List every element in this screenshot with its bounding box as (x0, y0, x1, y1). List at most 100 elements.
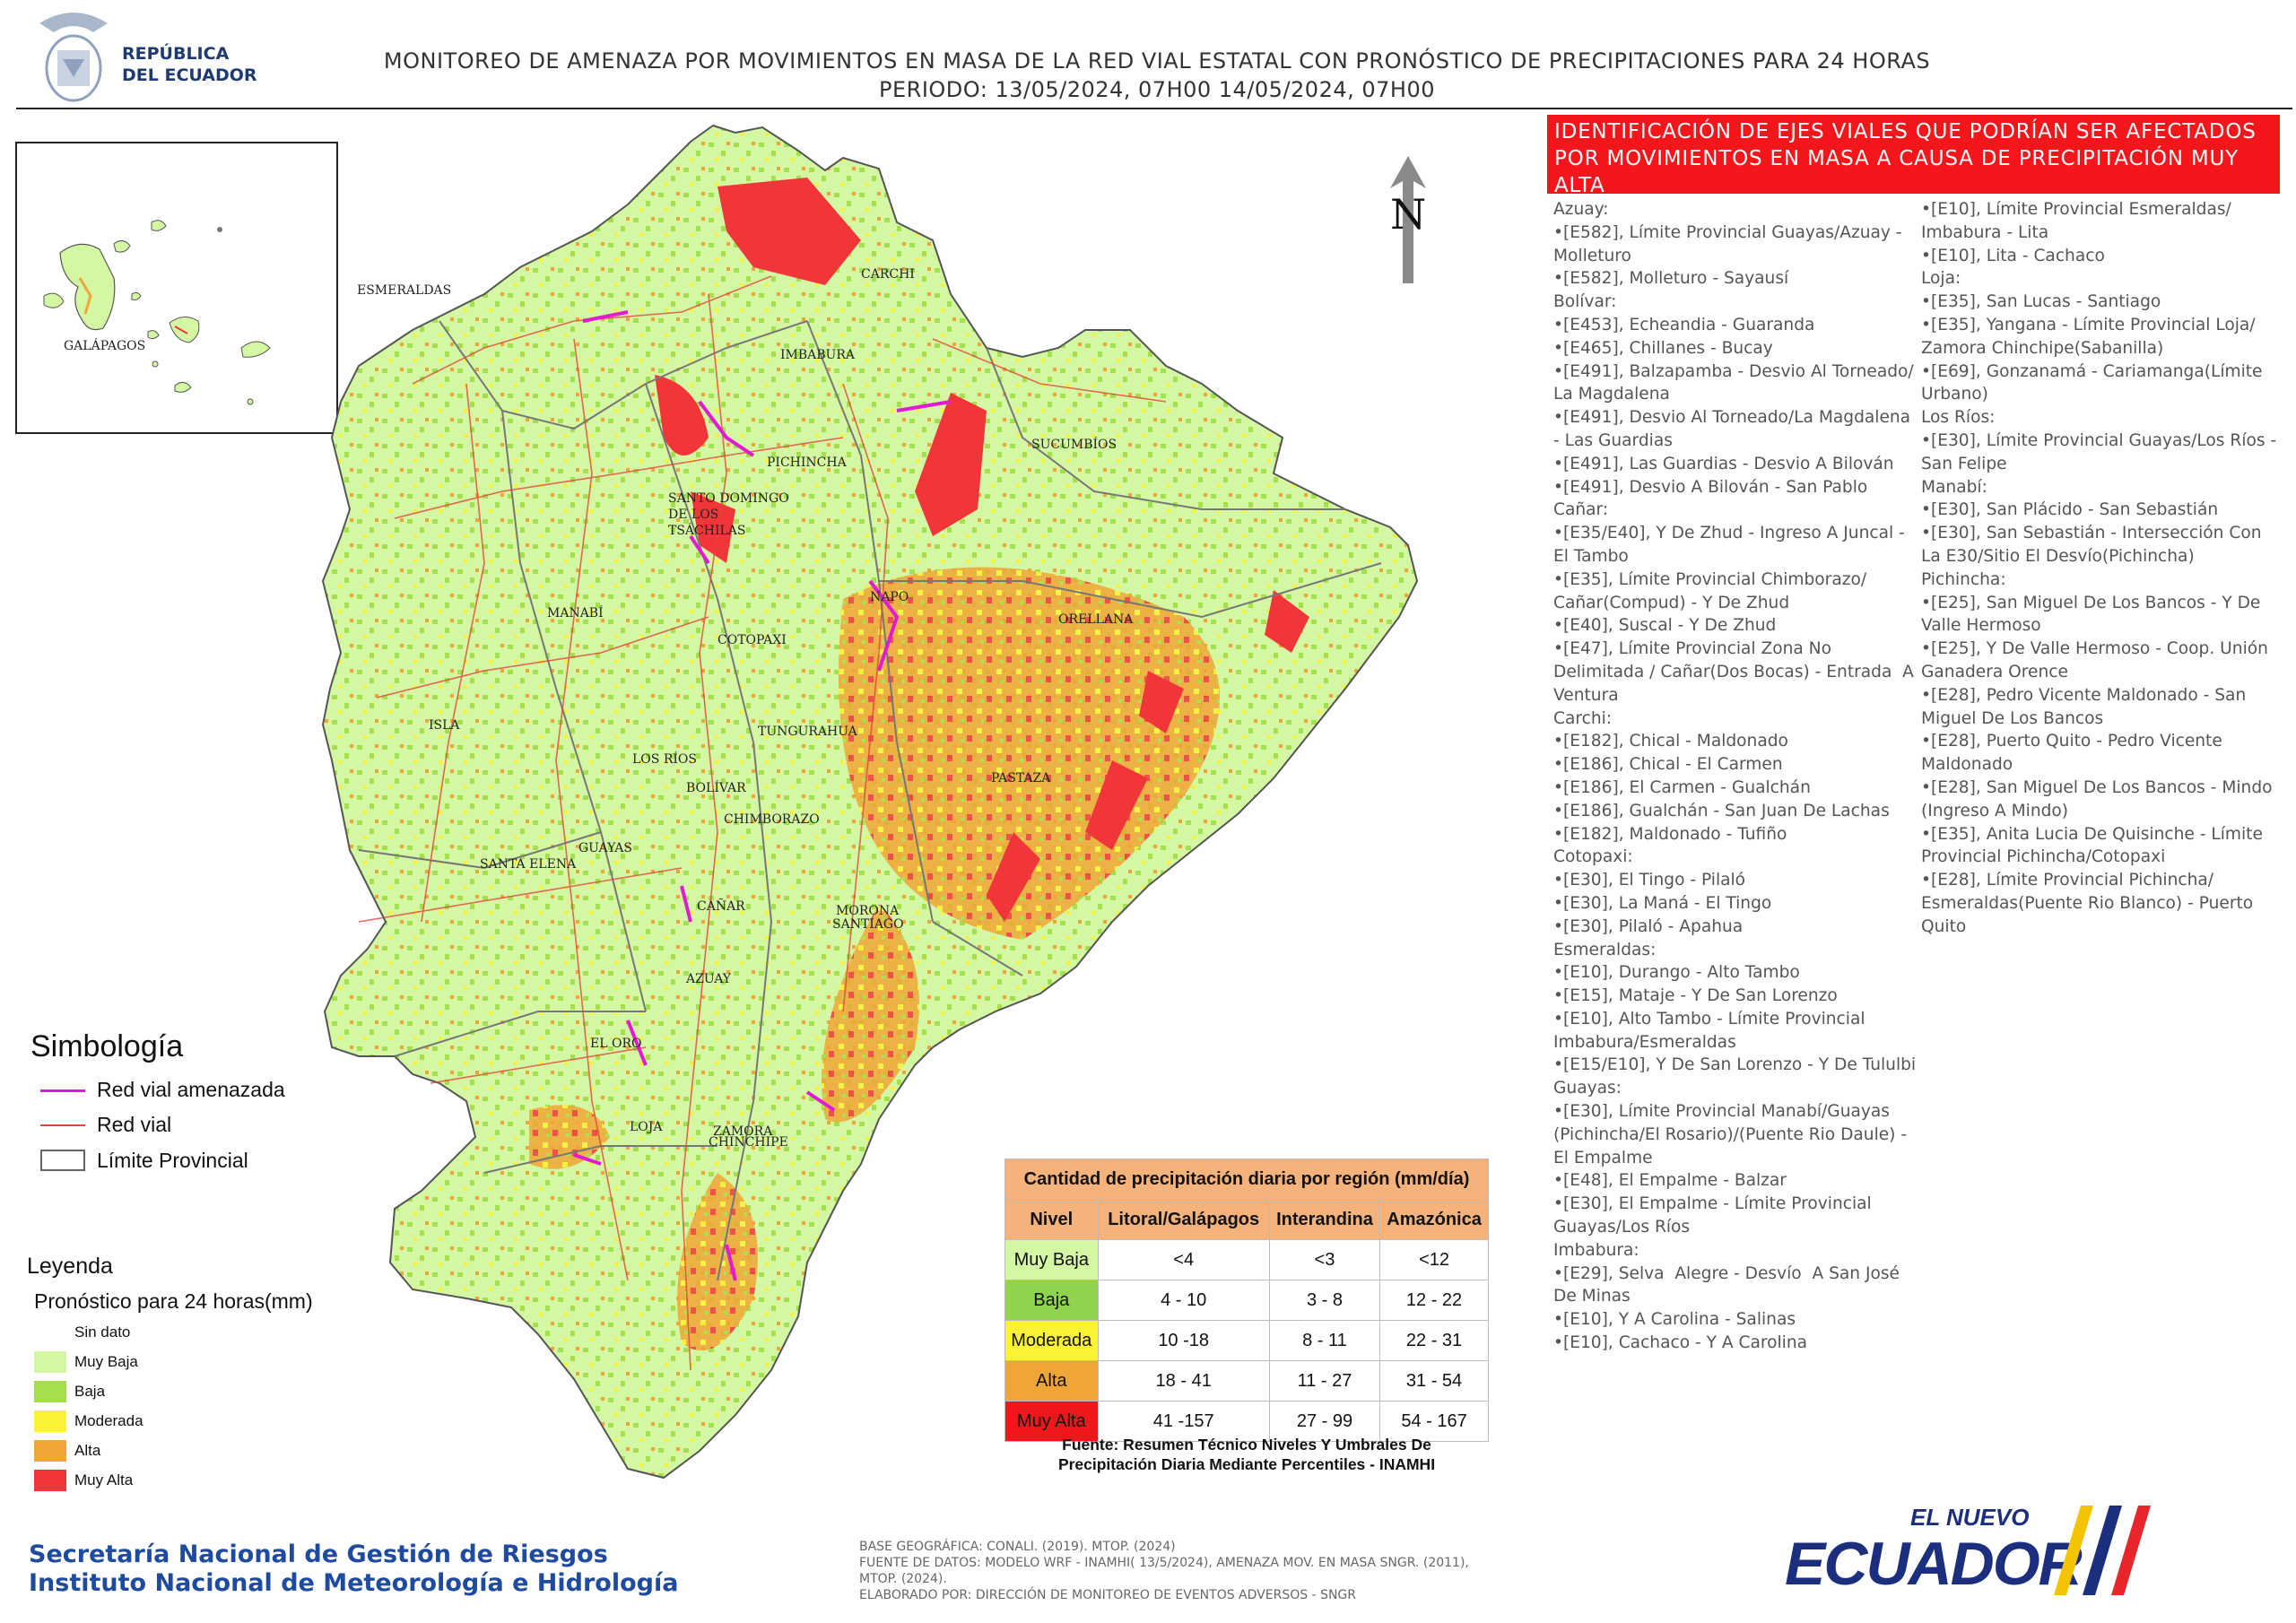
road-list-line: Imbabura/Esmeraldas (1553, 1032, 1736, 1052)
road-list-line: •[E582], Límite Provincial Guayas/Azuay … (1553, 222, 1902, 242)
road-list-line: Carchi: (1553, 708, 1613, 728)
label-azuay: AZUAY (685, 972, 732, 986)
table-level-cell: Alta (1004, 1360, 1099, 1402)
label-chimborazo: CHIMBORAZO (724, 812, 820, 827)
organization-names: Secretaría Nacional de Gestión de Riesgo… (29, 1541, 678, 1598)
credits-line-3: MTOP. (2024). (859, 1572, 947, 1586)
label-cotopaxi: COTOPAXI (718, 633, 787, 647)
legend-class-label: Muy Baja (74, 1353, 138, 1370)
table-value-cell: 4 - 10 (1097, 1280, 1270, 1321)
road-list-line: Los Ríos: (1921, 408, 1996, 428)
road-list-line: - Las Guardias (1553, 430, 1673, 450)
road-list-line: Provincial Pichincha/Cotopaxi (1921, 847, 2166, 867)
road-list-line: Esmeraldas(Puente Rio Blanco) - Puerto (1921, 893, 2254, 913)
road-list-line: •[E29], Selva Alegre - Desvío A San José (1553, 1263, 1900, 1283)
label-santa-elena: SANTA ELENA (480, 857, 577, 872)
road-list-line: De Minas (1553, 1287, 1631, 1306)
road-list-line: Cañar: (1553, 500, 1609, 520)
road-list-line: •[E10], Cachaco - Y A Carolina (1553, 1333, 1808, 1353)
map-title: MONITOREO DE AMENAZA POR MOVIMIENTOS EN … (377, 47, 1937, 104)
label-tungurahua: TUNGURAHUA (758, 725, 858, 739)
table-value-cell: 10 -18 (1097, 1320, 1270, 1361)
table-row: Moderada 10 -18 8 - 11 22 - 31 (1004, 1320, 1489, 1361)
label-bolivar: BOLÍVAR (686, 779, 746, 795)
table-value-cell: 54 - 167 (1379, 1401, 1489, 1442)
road-list-line: •[E182], Chical - Maldonado (1553, 732, 1788, 751)
road-list-line: •[E491], Las Guardias - Desvio A Bilován (1553, 454, 1894, 473)
boundary-symbol (40, 1150, 85, 1171)
road-list-line: Pichincha: (1921, 569, 2006, 589)
label-zamora-1: ZAMORA (713, 1124, 773, 1139)
road-list-line: •[E15], Mataje - Y De San Lorenzo (1553, 986, 1838, 1006)
road-list-line: •[E491], Desvio A Bilován - San Pablo (1553, 477, 1868, 497)
road-list-line: Molleturo (1553, 246, 1631, 265)
table-value-cell: 8 - 11 (1268, 1320, 1381, 1361)
road-list-line: •[E28], Puerto Quito - Pedro Vicente (1921, 732, 2222, 751)
table-value-cell: 22 - 31 (1379, 1320, 1489, 1361)
legend-class-label: Muy Alta (74, 1471, 134, 1488)
road-list-line: Miguel De Los Bancos (1921, 708, 2104, 728)
label-napo: NAPO (870, 590, 909, 604)
road-list-line: Cotopaxi: (1553, 847, 1633, 867)
logo-line-2: DEL ECUADOR (122, 65, 257, 85)
road-list-line: (Ingreso A Mindo) (1921, 801, 2069, 820)
road-list-line: Ventura (1553, 685, 1619, 705)
galapagos-inset: GALÁPAGOS (15, 142, 338, 434)
road-list-line: •[E40], Suscal - Y De Zhud (1553, 616, 1777, 636)
table-value-cell: <3 (1268, 1239, 1381, 1280)
threatened-road-symbol (40, 1089, 85, 1092)
road-list-line: •[E35/E40], Y De Zhud - Ingreso A Juncal… (1553, 524, 1905, 543)
road-list-line: •[E30], El Tingo - Pilaló (1553, 871, 1746, 890)
legend-class-label: Sin dato (74, 1324, 131, 1341)
table-source-line-2: Precipitación Diaria Mediante Percentile… (1057, 1455, 1436, 1473)
road-list-line: •[E35], Yangana - Límite Provincial Loja… (1921, 315, 2256, 334)
label-carchi: CARCHI (861, 267, 915, 282)
table-value-cell: 11 - 27 (1268, 1360, 1381, 1402)
north-label: N (1390, 190, 1427, 239)
table-value-cell: 18 - 41 (1097, 1360, 1270, 1402)
road-list-line: •[E28], San Miguel De Los Bancos - Mindo (1921, 777, 2273, 797)
road-list-line: Imbabura: (1553, 1240, 1639, 1260)
road-list-line: •[E491], Balzapamba - Desvio Al Torneado… (1553, 361, 1914, 381)
label-manabi: MANABÍ (547, 604, 604, 621)
label-loja: LOJA (630, 1120, 663, 1134)
road-list-line: •[E465], Chillanes - Bucay (1553, 338, 1773, 358)
road-list-line: •[E182], Maldonado - Tufiño (1553, 824, 1787, 844)
roads-list-left: Azuay: •[E582], Límite Provincial Guayas/… (1553, 198, 1916, 1355)
road-list-line: Bolívar: (1553, 292, 1617, 312)
table-row: Muy Baja <4 <3 <12 (1004, 1239, 1489, 1280)
road-list-line: Maldonado (1921, 755, 2013, 775)
road-list-line: •[E28], Límite Provincial Pichincha/ (1921, 871, 2214, 890)
legend-class-label: Alta (74, 1442, 101, 1459)
legend-title: Leyenda (27, 1254, 113, 1279)
credits-line-4: ELABORADO POR: DIRECCIÓN DE MONITOREO DE… (859, 1588, 1356, 1602)
credits-line-2: FUENTE DE DATOS: MODELO WRF - INAMHI( 13… (859, 1556, 1469, 1570)
road-list-line: Urbano) (1921, 385, 1988, 404)
road-list-line: •[E35], Límite Provincial Chimborazo/ (1553, 569, 1867, 589)
legend-subtitle: Pronóstico para 24 horas(mm) (34, 1289, 313, 1313)
label-santo-domingo-1: SANTO DOMINGO (668, 491, 789, 506)
road-list-line: •[E10], Alto Tambo - Límite Provincial (1553, 1009, 1866, 1028)
label-guayas: GUAYAS (578, 841, 632, 855)
road-list-line: Zamora Chinchipe(Sabanilla) (1921, 338, 2164, 358)
road-list-line: •[E30], Límite Provincial Manabí/Guayas (1553, 1102, 1890, 1122)
org-sngr: Secretaría Nacional de Gestión de Riesgo… (29, 1541, 608, 1568)
legend-class-label: Moderada (74, 1412, 144, 1429)
table-row: Muy Alta 41 -157 27 - 99 54 - 167 (1004, 1401, 1489, 1442)
table-row: Baja 4 - 10 3 - 8 12 - 22 (1004, 1280, 1489, 1321)
road-list-line: •[E186], Chical - El Carmen (1553, 755, 1783, 775)
road-list-line: •[E30], San Plácido - San Sebastián (1921, 500, 2219, 520)
road-list-line: Guayas: (1553, 1079, 1622, 1098)
table-value-cell: 27 - 99 (1268, 1401, 1381, 1442)
road-list-line: Imbabura - Lita (1921, 222, 2049, 242)
table-source-line-1: Fuente: Resumen Técnico Niveles Y Umbral… (1062, 1436, 1431, 1454)
label-morona-2: SANTIAGO (832, 917, 904, 932)
table-value-cell: 41 -157 (1097, 1401, 1270, 1442)
road-list-line: •[E35], San Lucas - Santiago (1921, 292, 2161, 312)
label-isla: ISLA (429, 718, 460, 733)
label-santo-domingo-2: DE LOS (668, 508, 718, 522)
label-los-rios: LOS RÍOS (632, 751, 697, 767)
road-list-line: •[E30], La Maná - El Tingo (1553, 893, 1772, 913)
label-morona-1: MORONA (836, 904, 900, 918)
road-list-line: •[E25], San Miguel De Los Bancos - Y De (1921, 593, 2261, 612)
